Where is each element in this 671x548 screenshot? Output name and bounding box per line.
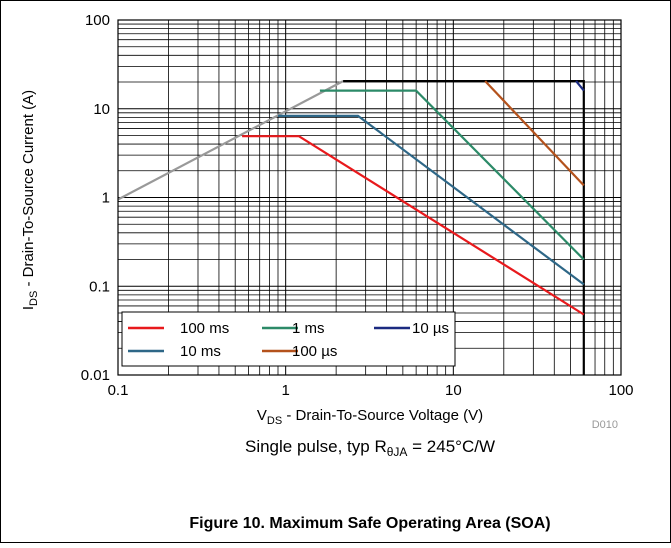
series-line	[484, 80, 585, 187]
x-axis-label: VDS - Drain-To-Source Voltage (V)	[257, 407, 483, 427]
y-label-rest: - Drain-To-Source Current (A)	[20, 90, 37, 291]
x-tick-label: 0.1	[108, 382, 129, 399]
series-line	[319, 89, 585, 261]
limit-line	[343, 79, 585, 375]
chart-title: Figure 10. Maximum Safe Operating Area (…	[189, 515, 550, 532]
series-line	[242, 135, 585, 316]
series-line	[278, 114, 585, 286]
y-label-main: I	[20, 306, 37, 310]
x-tick-label: 1	[281, 382, 289, 399]
y-tick-label: 0.1	[89, 278, 110, 295]
series-line	[575, 80, 585, 92]
legend-label: 100 ms	[180, 320, 229, 337]
x-tick-label: 10	[445, 382, 462, 399]
x-label-rest: - Drain-To-Source Voltage (V)	[282, 407, 483, 424]
x-label-main: V	[257, 407, 267, 424]
y-label-sub: DS	[28, 291, 40, 306]
subtitle-rest: = 245°C/W	[407, 437, 495, 456]
y-tick-label: 100	[85, 12, 110, 29]
legend-label: 100 µs	[292, 343, 337, 360]
limit-line	[117, 80, 344, 201]
y-axis-label: IDS - Drain-To-Source Current (A)	[20, 90, 40, 310]
y-tick-label: 0.01	[81, 367, 110, 384]
subtitle-sub: θJA	[387, 445, 408, 459]
x-label-sub: DS	[267, 415, 282, 427]
x-tick-label: 100	[608, 382, 633, 399]
legend-label: 1 ms	[292, 320, 325, 337]
legend-label: 10 ms	[180, 343, 221, 360]
legend-box	[121, 311, 456, 367]
subtitle: Single pulse, typ RθJA = 245°C/W	[245, 437, 495, 459]
plot-frame	[117, 19, 622, 376]
legend: 100 ms 10 ms 1 ms 100 µs 10 µs	[121, 311, 456, 367]
y-tick-label: 10	[93, 101, 110, 118]
figure-id: D010	[592, 419, 618, 431]
legend-label: 10 µs	[412, 320, 449, 337]
lines	[117, 79, 585, 375]
subtitle-main: Single pulse, typ R	[245, 437, 387, 456]
y-tick-label: 1	[102, 190, 110, 207]
